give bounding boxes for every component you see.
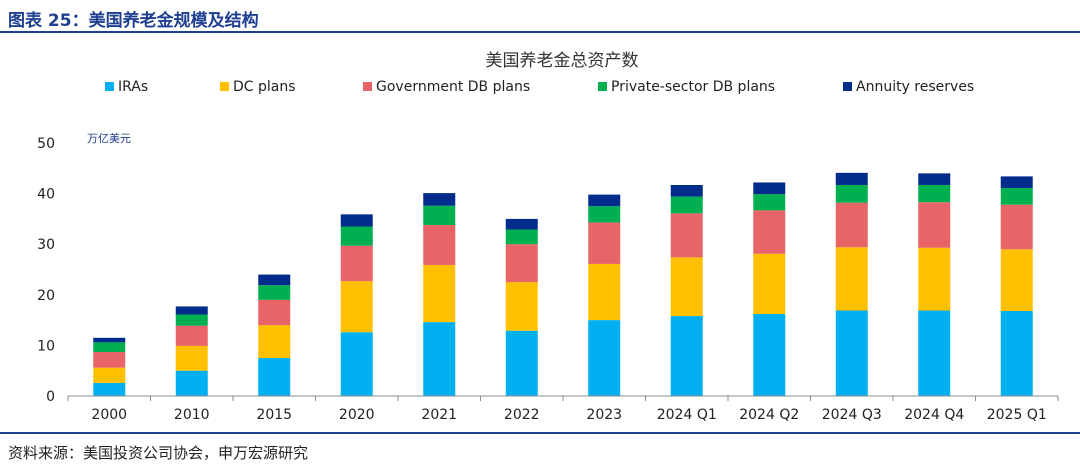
bar-2024-q3-annuity-reserves xyxy=(835,172,868,185)
bar-2021-government-db-plans xyxy=(423,224,456,265)
chart-legend: IRAs DC plans Government DB plans Private-s… xyxy=(105,79,974,95)
bar-2015-government-db-plans xyxy=(258,299,291,326)
bar-2015-dc-plans xyxy=(258,325,291,359)
bar-2024-q2-private-sector-db-plans xyxy=(753,194,786,211)
legend-swatch-dc-plans xyxy=(220,82,229,91)
legend-label-private-sector-db-plans: Private-sector DB plans xyxy=(611,79,775,95)
bar-2015-annuity-reserves xyxy=(258,274,291,286)
bar-2025-q1-government-db-plans xyxy=(1000,204,1033,250)
bar-2021-annuity-reserves xyxy=(423,193,456,206)
x-tick-label-2020: 2020 xyxy=(339,407,375,423)
legend-swatch-private-sector-db-plans xyxy=(598,82,607,91)
bar-2024-q2-annuity-reserves xyxy=(753,182,786,195)
legend-label-government-db-plans: Government DB plans xyxy=(376,79,530,95)
bar-2021-private-sector-db-plans xyxy=(423,205,456,225)
x-tick-label-2022: 2022 xyxy=(504,407,540,423)
legend-swatch-annuity-reserves xyxy=(843,82,852,91)
bar-2023-iras xyxy=(588,320,621,396)
bar-2024-q3-dc-plans xyxy=(835,247,868,311)
x-tick-label-2024-q1: 2024 Q1 xyxy=(657,407,717,423)
bar-2000-private-sector-db-plans xyxy=(93,342,126,352)
figure-title: 图表 25：美国养老金规模及结构 xyxy=(8,11,259,31)
chart-title: 美国养老金总资产数 xyxy=(486,51,639,71)
bar-2022-iras xyxy=(505,330,538,396)
bars xyxy=(93,172,1033,396)
bar-2010-iras xyxy=(175,370,208,396)
y-unit-label: 万亿美元 xyxy=(87,132,131,145)
bar-2020-government-db-plans xyxy=(340,245,373,282)
bar-2023-annuity-reserves xyxy=(588,194,621,207)
bar-2000-annuity-reserves xyxy=(93,337,126,343)
bar-2010-dc-plans xyxy=(175,345,208,371)
y-tick-label-10: 10 xyxy=(37,338,55,354)
bar-2022-dc-plans xyxy=(505,282,538,331)
y-tick-label-50: 50 xyxy=(37,136,55,152)
bar-2020-private-sector-db-plans xyxy=(340,226,373,246)
bar-2024-q4-government-db-plans xyxy=(918,202,951,248)
bar-2024-q2-dc-plans xyxy=(753,253,786,315)
bar-2010-annuity-reserves xyxy=(175,306,208,315)
bar-2024-q1-annuity-reserves xyxy=(670,184,703,197)
bar-2023-private-sector-db-plans xyxy=(588,206,621,223)
bar-2000-dc-plans xyxy=(93,367,126,383)
y-tick-label-0: 0 xyxy=(46,389,55,405)
legend-label-iras: IRAs xyxy=(118,79,148,95)
bar-2024-q4-annuity-reserves xyxy=(918,173,951,185)
bar-2024-q4-dc-plans xyxy=(918,247,951,311)
source-note: 资料来源：美国投资公司协会，申万宏源研究 xyxy=(8,444,309,462)
y-tick-label-40: 40 xyxy=(37,187,55,203)
x-tick-label-2010: 2010 xyxy=(174,407,210,423)
bar-2010-private-sector-db-plans xyxy=(175,314,208,326)
y-tick-label-30: 30 xyxy=(37,237,55,253)
bar-2021-dc-plans xyxy=(423,264,456,323)
bar-2015-private-sector-db-plans xyxy=(258,285,291,300)
bar-2025-q1-annuity-reserves xyxy=(1000,176,1033,189)
bar-2020-iras xyxy=(340,332,373,396)
bar-2024-q3-private-sector-db-plans xyxy=(835,184,868,203)
bar-2024-q1-iras xyxy=(670,316,703,396)
bar-2022-private-sector-db-plans xyxy=(505,229,538,245)
bar-2024-q2-iras xyxy=(753,314,786,396)
y-tick-label-20: 20 xyxy=(37,288,55,304)
x-tick-label-2021: 2021 xyxy=(421,407,457,423)
top-divider xyxy=(0,31,1080,33)
bar-2024-q1-dc-plans xyxy=(670,257,703,317)
x-tick-label-2024-q4: 2024 Q4 xyxy=(904,407,964,423)
bar-2000-iras xyxy=(93,382,126,396)
x-tick-label-2025-q1: 2025 Q1 xyxy=(987,407,1047,423)
x-tick-label-2015: 2015 xyxy=(256,407,292,423)
bar-2024-q1-government-db-plans xyxy=(670,213,703,258)
bar-2025-q1-iras xyxy=(1000,310,1033,396)
x-tick-label-2000: 2000 xyxy=(91,407,127,423)
x-tick-label-2024-q3: 2024 Q3 xyxy=(822,407,882,423)
legend-swatch-iras xyxy=(105,82,114,91)
bar-2022-annuity-reserves xyxy=(505,218,538,230)
bar-2020-annuity-reserves xyxy=(340,214,373,227)
legend-swatch-government-db-plans xyxy=(363,82,372,91)
bottom-divider xyxy=(0,432,1080,434)
bar-2024-q2-government-db-plans xyxy=(753,210,786,254)
x-tick-label-2023: 2023 xyxy=(586,407,622,423)
bar-2024-q4-private-sector-db-plans xyxy=(918,184,951,203)
legend-label-annuity-reserves: Annuity reserves xyxy=(856,79,974,95)
x-tick-label-2024-q2: 2024 Q2 xyxy=(739,407,799,423)
bar-2022-government-db-plans xyxy=(505,244,538,283)
bar-2021-iras xyxy=(423,322,456,396)
stacked-bar-chart: 美国养老金总资产数 IRAs DC plans Government DB plan… xyxy=(37,51,1059,423)
bar-2024-q1-private-sector-db-plans xyxy=(670,196,703,214)
y-axis: 0 10 20 30 40 50 xyxy=(37,136,55,405)
bar-2024-q3-government-db-plans xyxy=(835,202,868,248)
bar-2000-government-db-plans xyxy=(93,351,126,368)
bar-2024-q3-iras xyxy=(835,310,868,396)
bar-2023-government-db-plans xyxy=(588,222,621,264)
bar-2024-q4-iras xyxy=(918,310,951,396)
bar-2025-q1-dc-plans xyxy=(1000,249,1033,311)
x-axis: 2000 2010 2015 2020 2021 2022 2023 2024 Q1 2024 … xyxy=(67,395,1059,423)
bar-2010-government-db-plans xyxy=(175,325,208,346)
bar-2020-dc-plans xyxy=(340,281,373,333)
bar-2025-q1-private-sector-db-plans xyxy=(1000,188,1033,205)
bar-2015-iras xyxy=(258,358,291,396)
bar-2023-dc-plans xyxy=(588,263,621,321)
legend-label-dc-plans: DC plans xyxy=(233,79,296,95)
